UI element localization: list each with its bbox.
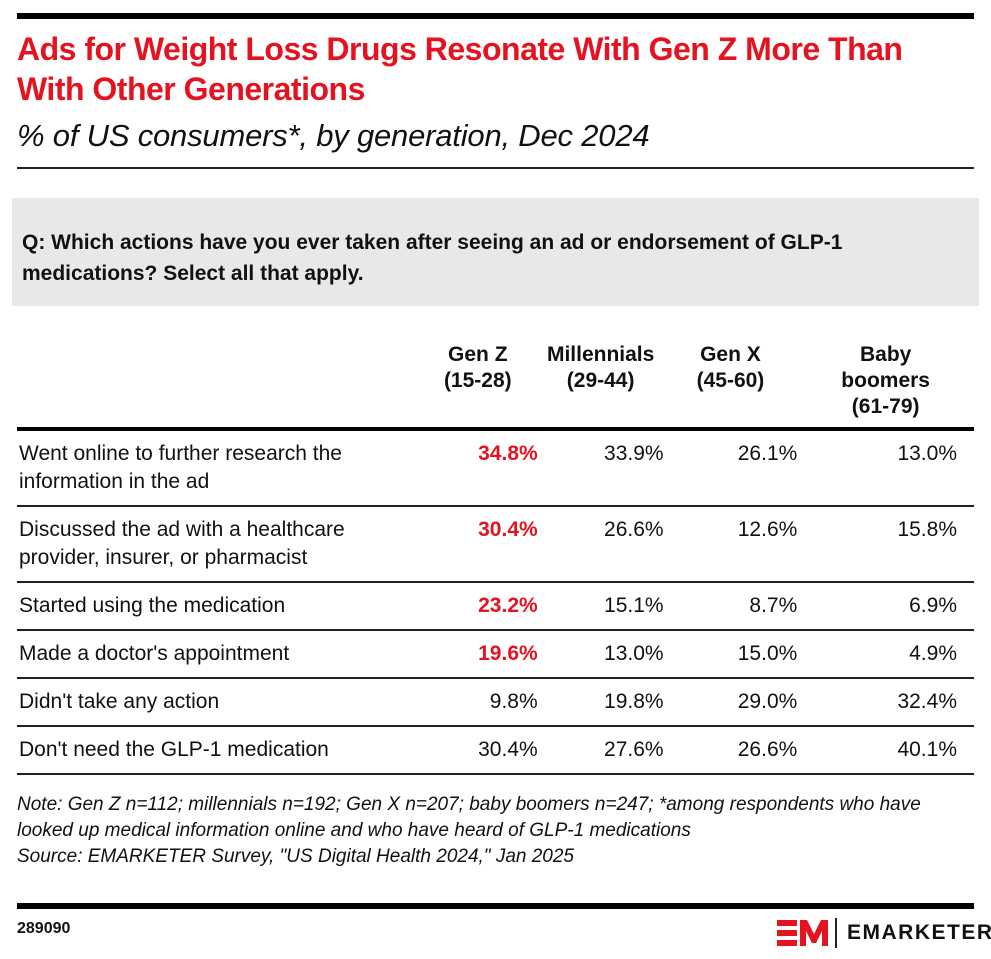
chart-title: Ads for Weight Loss Drugs Resonate With …	[17, 31, 903, 107]
cell-value: 26.6%	[663, 726, 798, 775]
brand-logo: EMARKETER	[777, 917, 991, 949]
note-text: Note: Gen Z n=112; millennials n=192; Ge…	[17, 794, 921, 841]
survey-question: Q: Which actions have you ever taken aft…	[22, 231, 843, 285]
cell-value: 26.1%	[663, 429, 798, 507]
column-header-line: (45-60)	[696, 369, 765, 392]
table-body: Went online to further research the info…	[17, 429, 974, 775]
column-header-line: (61-79)	[851, 395, 920, 418]
table-row: Discussed the ad with a healthcare provi…	[17, 506, 974, 583]
data-table: Gen Z (15-28) Millennials (29-44) Gen X …	[17, 342, 974, 775]
bottom-rule	[17, 903, 974, 909]
cell-value: 13.0%	[537, 630, 664, 679]
chart-subtitle: % of US consumers*, by generation, Dec 2…	[17, 118, 650, 153]
column-header: Gen X (45-60)	[663, 342, 798, 431]
cell-value-highlight: 34.8%	[417, 429, 538, 507]
cell-value-highlight: 30.4%	[417, 506, 538, 583]
cell-value: 15.1%	[537, 582, 664, 631]
cell-value: 15.8%	[797, 506, 974, 583]
cell-value: 26.6%	[537, 506, 664, 583]
cell-value-highlight: 23.2%	[417, 582, 538, 631]
column-header: Millennials (29-44)	[537, 342, 664, 431]
subtitle-rule	[17, 167, 974, 169]
question-box: Q: Which actions have you ever taken aft…	[12, 198, 979, 306]
column-header-line: Gen X	[700, 343, 761, 366]
column-header: Gen Z (15-28)	[417, 342, 538, 431]
chart-id: 289090	[17, 920, 71, 937]
table-row: Went online to further research the info…	[17, 429, 974, 507]
row-label: Don't need the GLP-1 medication	[17, 726, 418, 775]
header-label-column	[17, 342, 418, 431]
column-header-line: (29-44)	[566, 369, 635, 392]
brand-name: EMARKETER	[847, 921, 991, 944]
row-label: Didn't take any action	[17, 678, 418, 727]
cell-value: 33.9%	[537, 429, 664, 507]
table-header-row: Gen Z (15-28) Millennials (29-44) Gen X …	[17, 342, 974, 431]
cell-value: 29.0%	[663, 678, 798, 727]
cell-value: 8.7%	[663, 582, 798, 631]
row-label: Went online to further research the info…	[17, 429, 418, 507]
cell-value: 27.6%	[537, 726, 664, 775]
cell-value-highlight: 19.6%	[417, 630, 538, 679]
column-header-line: Gen Z	[448, 343, 508, 366]
cell-value: 9.8%	[417, 678, 538, 727]
column-header: Baby boomers (61-79)	[797, 342, 974, 431]
cell-value: 13.0%	[797, 429, 974, 507]
cell-value: 40.1%	[797, 726, 974, 775]
row-label: Made a doctor's appointment	[17, 630, 418, 679]
source-text: Source: EMARKETER Survey, "US Digital He…	[17, 846, 575, 867]
row-label: Discussed the ad with a healthcare provi…	[17, 506, 418, 583]
row-label: Started using the medication	[17, 582, 418, 631]
column-header-line: Baby	[859, 343, 912, 366]
cell-value: 30.4%	[417, 726, 538, 775]
cell-value: 6.9%	[797, 582, 974, 631]
cell-value: 12.6%	[663, 506, 798, 583]
table-row: Don't need the GLP-1 medication 30.4% 27.6…	[17, 726, 974, 775]
chart-notes: Note: Gen Z n=112; millennials n=192; Ge…	[17, 792, 977, 870]
em-logo-icon	[777, 920, 828, 946]
cell-value: 19.8%	[537, 678, 664, 727]
cell-value: 4.9%	[797, 630, 974, 679]
cell-value: 15.0%	[663, 630, 798, 679]
table-row: Made a doctor's appointment 19.6% 13.0% 15.…	[17, 630, 974, 679]
column-header-line: Millennials	[546, 343, 655, 366]
cell-value: 32.4%	[797, 678, 974, 727]
column-header-line: boomers	[841, 369, 930, 392]
top-rule	[17, 13, 974, 19]
logo-separator	[835, 918, 837, 948]
table-row: Started using the medication 23.2% 15.1% 8.…	[17, 582, 974, 631]
table-row: Didn't take any action 9.8% 19.8% 29.0% 32.4…	[17, 678, 974, 727]
column-header-line: (15-28)	[443, 369, 512, 392]
